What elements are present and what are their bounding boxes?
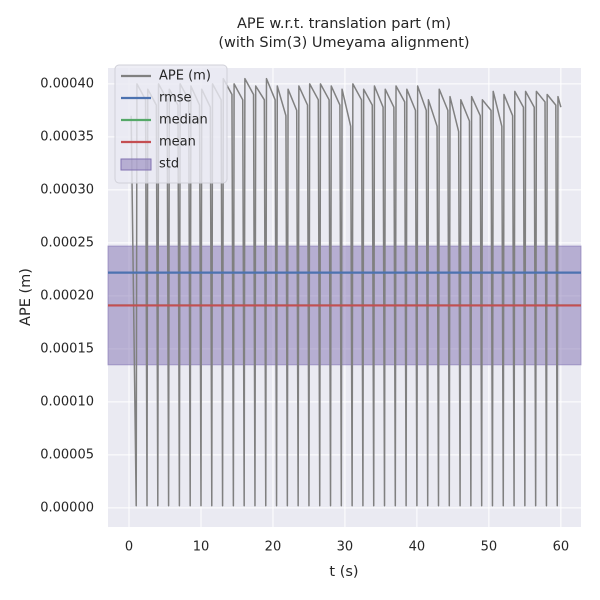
legend-box	[114, 64, 228, 184]
x-tick-label: 0	[125, 540, 133, 555]
chart-title: APE w.r.t. translation part (m)	[237, 16, 451, 32]
y-tick-label: 0.00025	[40, 235, 94, 250]
x-tick-label: 40	[409, 540, 426, 555]
y-tick-label: 0.00005	[40, 447, 94, 462]
x-tick-label: 20	[265, 540, 282, 555]
legend-label: APE (m)	[159, 69, 211, 84]
x-tick-label: 50	[481, 540, 498, 555]
y-tick-label: 0.00035	[40, 129, 94, 144]
legend-label: rmse	[159, 91, 192, 106]
y-tick-label: 0.00000	[40, 500, 94, 515]
legend-label: std	[159, 157, 179, 172]
legend-swatch	[120, 158, 152, 171]
y-tick-label: 0.00040	[40, 76, 94, 91]
chart-subtitle: (with Sim(3) Umeyama alignment)	[218, 35, 469, 51]
marks	[107, 77, 582, 507]
y-axis-label: APE (m)	[18, 268, 34, 326]
y-tick-label: 0.00020	[40, 288, 94, 303]
y-tick-label: 0.00015	[40, 341, 94, 356]
x-tick-label: 30	[337, 540, 354, 555]
legend-label: mean	[159, 135, 196, 150]
legend-label: median	[159, 113, 208, 128]
x-tick-label: 10	[193, 540, 210, 555]
legend: APE (m) rmse median mean std	[114, 64, 228, 184]
x-tick-label: 60	[553, 540, 570, 555]
x-axis-label: t (s)	[329, 564, 358, 580]
y-tick-label: 0.00010	[40, 394, 94, 409]
y-tick-label: 0.00030	[40, 182, 94, 197]
